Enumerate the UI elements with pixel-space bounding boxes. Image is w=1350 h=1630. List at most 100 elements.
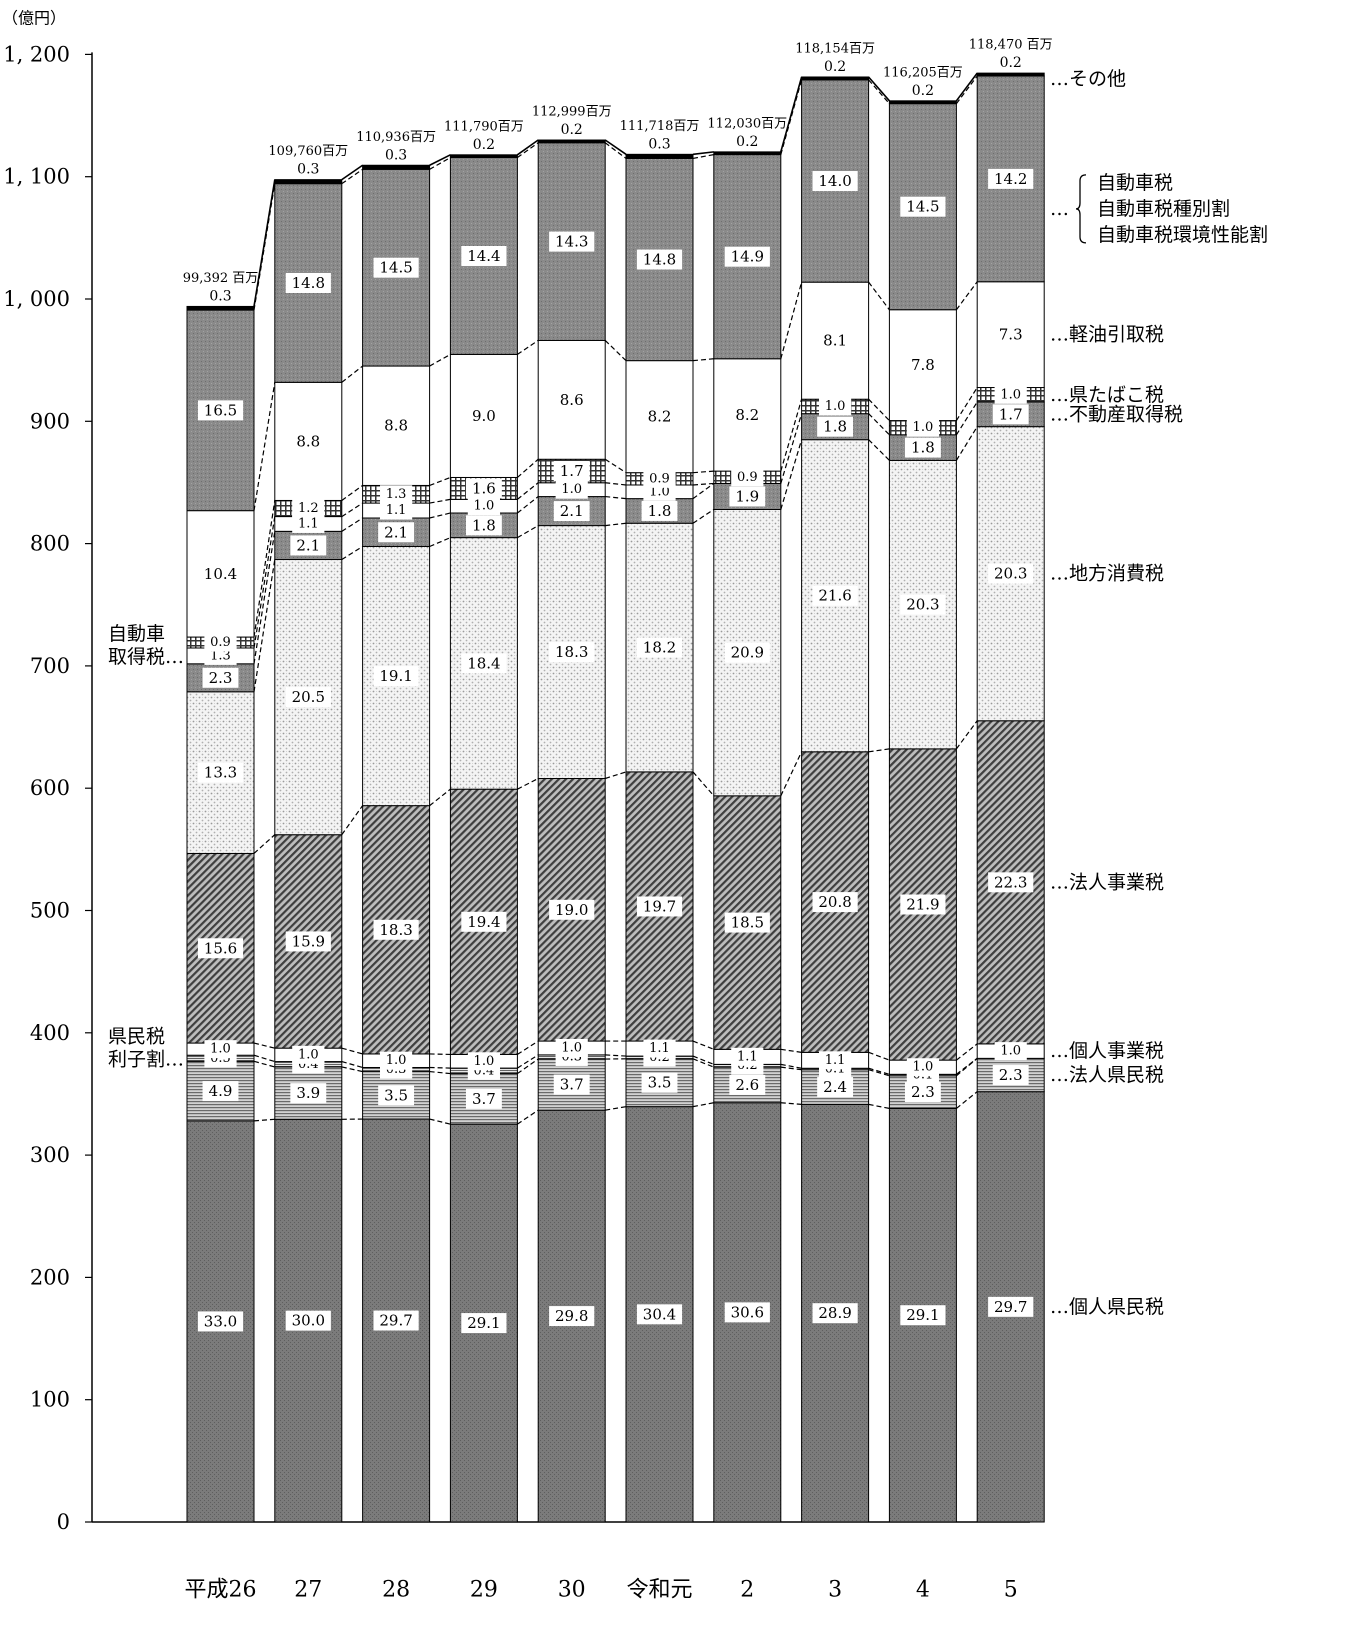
value-label: 14.8: [292, 274, 325, 292]
y-tick-label: 400: [30, 1021, 70, 1045]
value-label: 7.8: [911, 356, 935, 374]
value-label: 20.5: [292, 688, 325, 706]
value-label-bg: [553, 501, 590, 522]
value-label: 1.3: [210, 648, 231, 663]
axis-layer: 0 100 200 300 400 500 600 700 800 900 1, 000 1, 100…: [2, 9, 1030, 1534]
value-label-bg: [900, 1305, 946, 1326]
total-connector-line: [867, 76, 891, 102]
connector-line: [955, 75, 978, 105]
connector-line: [955, 720, 978, 750]
bar-segment: [976, 72, 1045, 77]
value-label-bg: [904, 355, 941, 376]
value-label: 14.4: [467, 247, 500, 265]
value-label: 1.1: [649, 1041, 670, 1056]
value-label-bg: [549, 231, 595, 252]
connector-line: [605, 1106, 627, 1111]
connector-line: [429, 1118, 451, 1125]
connector-line: [253, 1042, 275, 1049]
connector-line: [956, 1057, 978, 1075]
value-label-bg: [553, 389, 590, 410]
total-label: 99,392 百万: [183, 271, 259, 286]
value-label-bg: [817, 330, 854, 351]
connector-line: [253, 834, 276, 854]
connector-line: [429, 788, 451, 807]
connector-line: [692, 1040, 715, 1050]
legend-label: …個人事業税: [1050, 1040, 1164, 1062]
value-label: 15.9: [292, 932, 325, 950]
connector-line: [253, 500, 276, 638]
connector-line: [955, 387, 978, 421]
value-label: 1.0: [474, 1054, 495, 1069]
value-label-bg: [380, 485, 413, 504]
connector-line: [517, 525, 539, 539]
value-label-bg: [641, 1072, 678, 1093]
value-label-bg: [992, 404, 1029, 425]
value-label-bg: [906, 1058, 939, 1077]
connector-line: [955, 281, 978, 311]
x-tick-label: 27: [294, 1578, 322, 1603]
connector-line: [429, 476, 451, 487]
value-label-bg: [900, 196, 946, 217]
value-label-bg: [731, 468, 764, 487]
connector-line: [429, 157, 451, 170]
value-label: 15.6: [204, 939, 237, 957]
value-label: 13.3: [204, 764, 237, 782]
connector-line: [604, 339, 627, 362]
value-label: 16.5: [204, 401, 237, 419]
value-label-bg: [900, 894, 946, 915]
total-connector-line: [955, 72, 978, 102]
value-label-bg: [555, 480, 588, 499]
connector-line: [429, 537, 451, 548]
x-tick-label: 4: [916, 1578, 930, 1603]
value-label-bg: [465, 478, 502, 499]
value-label-bg: [373, 1310, 419, 1331]
connector-line: [605, 482, 627, 486]
legend-label: …法人事業税: [1050, 871, 1164, 893]
value-label-bg: [461, 245, 507, 266]
value-label-bg: [812, 892, 858, 913]
value-label: 14.0: [818, 172, 851, 190]
value-label-bg: [817, 1077, 854, 1098]
value-label: 19.4: [467, 913, 500, 931]
value-label: 7.3: [999, 326, 1023, 344]
connector-line: [253, 1060, 275, 1068]
y-tick-label: 1, 000: [3, 287, 70, 311]
connector-line: [517, 482, 539, 500]
connector-line: [341, 545, 363, 561]
value-label-bg: [819, 397, 852, 416]
connector-line: [341, 1060, 363, 1069]
value-label: 20.3: [994, 565, 1027, 583]
value-label-bg: [729, 1074, 766, 1095]
value-label-bg: [724, 1302, 770, 1323]
value-label-bg: [378, 522, 415, 543]
legend-label: …地方消費税: [1050, 563, 1164, 585]
value-label: 1.2: [298, 501, 319, 516]
x-tick-label: 2: [740, 1578, 754, 1603]
connector-line: [605, 495, 627, 500]
y-tick-label: 600: [30, 776, 70, 800]
total-label: 116,205百万: [883, 65, 963, 80]
y-tick-label: 700: [30, 654, 70, 678]
legend-label: 自動車税環境性能割: [1097, 224, 1268, 246]
value-label: 4.9: [209, 1082, 233, 1100]
y-tick-label: 900: [30, 409, 70, 433]
y-tick-label: 500: [30, 899, 70, 923]
connector-line: [868, 281, 890, 311]
connector-line: [341, 365, 363, 383]
value-label: 20.3: [906, 596, 939, 614]
connector-line: [517, 496, 539, 514]
value-label: 1.9: [735, 487, 759, 505]
connector-line: [868, 1067, 890, 1075]
connector-line: [780, 399, 803, 472]
value-label-bg: [197, 400, 244, 421]
value-label-other: 0.3: [648, 136, 670, 152]
value-label: 1.1: [737, 1049, 758, 1064]
value-label-bg: [729, 404, 766, 425]
legend-label: 自動車税: [1097, 172, 1173, 194]
value-label-bg: [553, 1074, 590, 1095]
value-label-bg: [373, 666, 419, 687]
value-label: 20.9: [731, 644, 764, 662]
legend-label: …軽油引取税: [1050, 324, 1164, 346]
connector-line: [429, 1070, 451, 1075]
